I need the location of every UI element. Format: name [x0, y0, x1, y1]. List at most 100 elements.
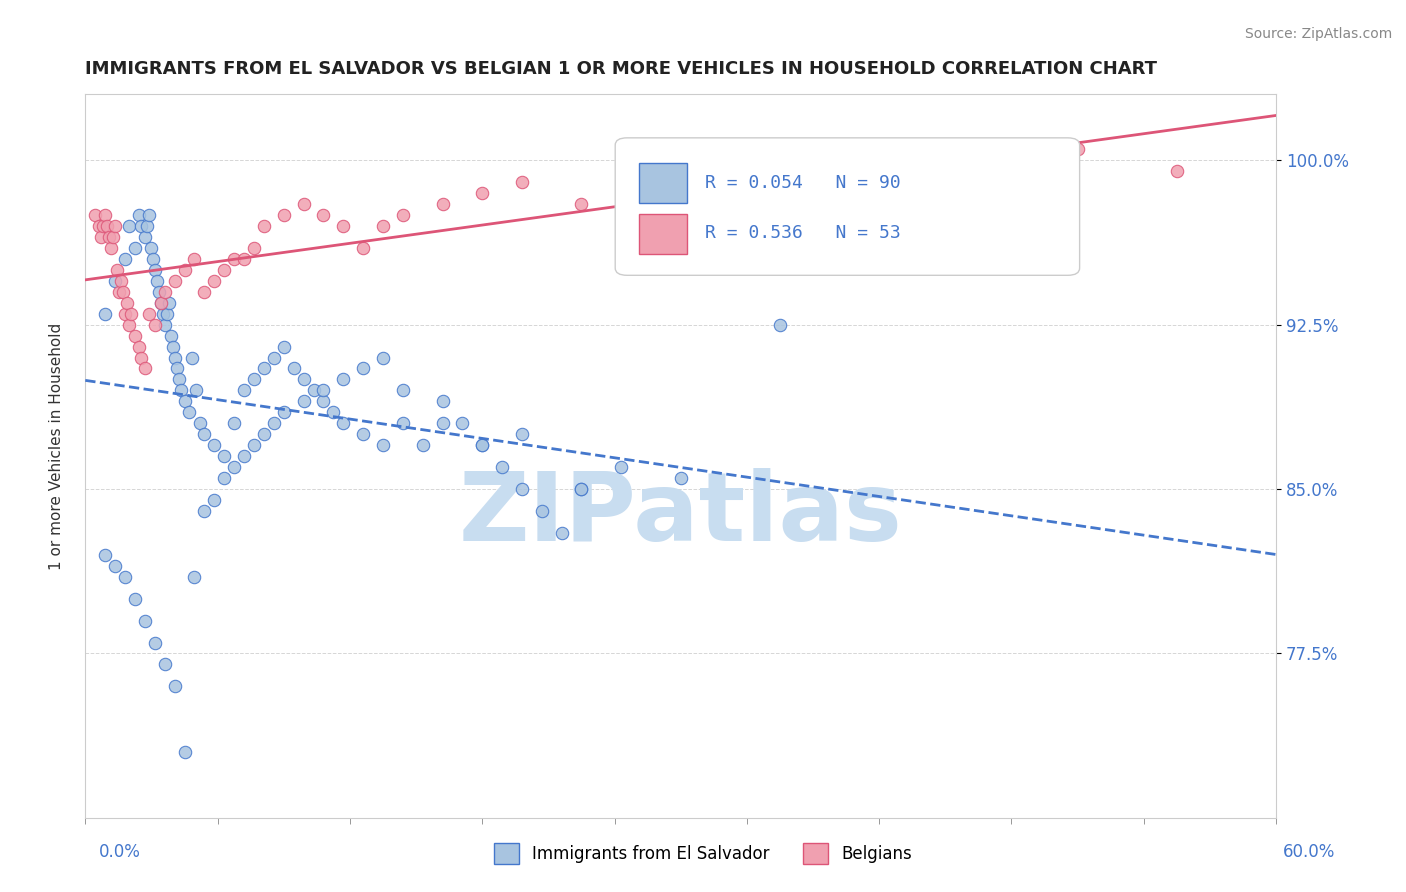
Point: [432, 197, 454, 211]
Point: [273, 405, 295, 419]
Point: [173, 745, 195, 759]
Point: [510, 427, 533, 442]
Point: [243, 438, 266, 452]
Point: [510, 482, 533, 496]
Point: [129, 219, 152, 233]
Point: [769, 318, 792, 332]
Point: [129, 351, 152, 365]
Point: [371, 438, 394, 452]
Point: [183, 252, 205, 266]
Point: [451, 417, 474, 431]
Point: [118, 219, 141, 233]
Point: [312, 384, 335, 398]
Point: [371, 351, 394, 365]
Point: [292, 372, 315, 386]
FancyBboxPatch shape: [638, 163, 686, 203]
Point: [166, 361, 188, 376]
Point: [292, 197, 315, 211]
Point: [243, 372, 266, 386]
Point: [94, 307, 117, 321]
Point: [491, 460, 513, 475]
Point: [769, 175, 792, 189]
Point: [91, 219, 114, 233]
Point: [412, 438, 434, 452]
Point: [118, 318, 141, 332]
Point: [98, 230, 121, 244]
Point: [173, 394, 195, 409]
Point: [432, 417, 454, 431]
Point: [163, 274, 186, 288]
Point: [571, 482, 593, 496]
Point: [302, 384, 325, 398]
Point: [138, 307, 160, 321]
Point: [212, 262, 235, 277]
Point: [233, 252, 256, 266]
Point: [868, 164, 890, 178]
Point: [332, 219, 354, 233]
Point: [156, 307, 179, 321]
Point: [111, 285, 134, 299]
Point: [610, 460, 633, 475]
Point: [153, 657, 176, 672]
Point: [202, 274, 225, 288]
Point: [135, 219, 157, 233]
Point: [94, 208, 117, 222]
Point: [1166, 164, 1188, 178]
Point: [471, 438, 494, 452]
Point: [530, 504, 553, 518]
Text: ZIPatlas: ZIPatlas: [458, 467, 903, 560]
Text: IMMIGRANTS FROM EL SALVADOR VS BELGIAN 1 OR MORE VEHICLES IN HOUSEHOLD CORRELATI: IMMIGRANTS FROM EL SALVADOR VS BELGIAN 1…: [86, 60, 1157, 78]
Point: [138, 208, 160, 222]
Point: [263, 351, 285, 365]
Point: [139, 241, 162, 255]
Point: [510, 175, 533, 189]
Text: 1 or more Vehicles in Household: 1 or more Vehicles in Household: [49, 322, 63, 570]
Point: [124, 328, 146, 343]
Text: 60.0%: 60.0%: [1284, 843, 1336, 861]
Point: [114, 570, 136, 584]
Point: [202, 438, 225, 452]
Point: [143, 635, 166, 649]
Point: [149, 295, 172, 310]
Point: [253, 427, 276, 442]
Point: [159, 328, 181, 343]
Point: [142, 252, 165, 266]
Point: [312, 394, 335, 409]
Point: [120, 307, 142, 321]
Point: [392, 384, 415, 398]
Point: [352, 361, 374, 376]
Point: [128, 208, 150, 222]
Point: [148, 285, 170, 299]
Point: [152, 307, 174, 321]
Point: [134, 230, 156, 244]
Point: [669, 471, 692, 485]
Point: [243, 241, 266, 255]
Text: Source: ZipAtlas.com: Source: ZipAtlas.com: [1244, 27, 1392, 41]
Point: [186, 384, 208, 398]
Point: [101, 230, 124, 244]
Point: [183, 570, 205, 584]
Point: [104, 558, 127, 573]
Point: [124, 241, 146, 255]
Point: [177, 405, 200, 419]
Point: [550, 525, 572, 540]
Point: [134, 361, 156, 376]
Point: [84, 208, 107, 222]
Point: [292, 394, 315, 409]
Point: [190, 417, 212, 431]
Point: [202, 493, 225, 508]
Point: [273, 340, 295, 354]
Point: [283, 361, 305, 376]
Point: [253, 361, 276, 376]
Point: [224, 417, 246, 431]
Point: [273, 208, 295, 222]
Point: [212, 471, 235, 485]
Point: [153, 285, 176, 299]
Point: [224, 252, 246, 266]
Point: [322, 405, 344, 419]
Point: [94, 548, 117, 562]
Point: [167, 372, 190, 386]
Point: [471, 438, 494, 452]
Point: [1066, 142, 1088, 156]
Point: [212, 449, 235, 463]
